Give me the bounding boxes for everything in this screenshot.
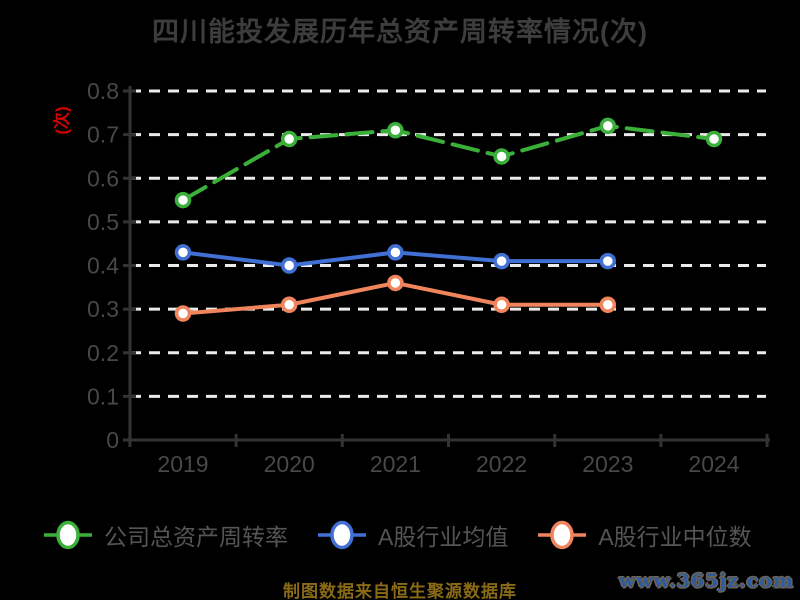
data-point-series1-2021 [387, 244, 404, 261]
data-point-series1-2022 [493, 252, 510, 270]
data-point-series0-2024 [705, 130, 723, 148]
y-tick-label-0.4: 0.4 [87, 253, 119, 279]
data-point-series1-2019 [174, 244, 192, 261]
data-point-series0-2022 [493, 148, 510, 165]
data-point-series2-2022 [493, 296, 510, 314]
legend-item-0: 公司总资产周转率 [44, 518, 288, 552]
legend-label-2: A股行业中位数 [598, 524, 752, 550]
y-tick-label-0.2: 0.2 [87, 340, 119, 366]
data-point-series0-2020 [280, 130, 298, 148]
legend-marker-icon [318, 520, 366, 550]
legend-item-2: A股行业中位数 [538, 518, 752, 552]
y-tick-label-0.1: 0.1 [87, 383, 119, 409]
legend: 公司总资产周转率 A股行业均值 A股行业中位数 [44, 518, 752, 552]
legend-label-1: A股行业均值 [378, 524, 509, 550]
y-tick-label-0.6: 0.6 [87, 165, 119, 191]
data-point-series1-2023 [599, 252, 617, 270]
y-tick-label-0.7: 0.7 [87, 122, 119, 148]
data-point-series2-2023 [599, 296, 617, 314]
data-point-series1-2020 [280, 257, 298, 274]
x-tick-label-2023: 2023 [582, 451, 633, 477]
x-tick-label-2019: 2019 [157, 451, 208, 477]
legend-marker-icon [538, 520, 587, 550]
chart-title: 四川能投发展历年总资产周转率情况(次) [152, 17, 648, 47]
series-line-0 [181, 123, 716, 203]
data-point-series2-2021 [387, 274, 404, 292]
data-point-series0-2021 [387, 122, 404, 139]
x-tick-label-2021: 2021 [370, 451, 421, 477]
watermark: www.365jz.com [618, 570, 794, 592]
y-tick-label-0.3: 0.3 [87, 296, 119, 322]
x-tick-label-2020: 2020 [264, 451, 315, 477]
y-tick-label-0.8: 0.8 [87, 78, 119, 104]
legend-item-1: A股行业均值 [318, 518, 508, 552]
data-point-series0-2019 [174, 191, 192, 209]
x-tick-label-2024: 2024 [688, 451, 739, 477]
plot-area: 0 0.1 0.2 0.3 0.4 0.5 0.6 0.7 0.8 2019 2020 2021 202… [87, 78, 770, 477]
data-point-series2-2019 [174, 305, 192, 322]
data-point-series2-2020 [280, 296, 298, 314]
y-tick-label-0: 0 [106, 427, 119, 453]
y-tick-label-0.5: 0.5 [87, 209, 119, 235]
legend-label-0: 公司总资产周转率 [104, 524, 288, 550]
legend-marker-icon [44, 520, 92, 550]
data-point-series0-2023 [599, 117, 617, 135]
x-tick-label-2022: 2022 [476, 451, 527, 477]
source-note: 制图数据来自恒生聚源数据库 [283, 582, 517, 600]
